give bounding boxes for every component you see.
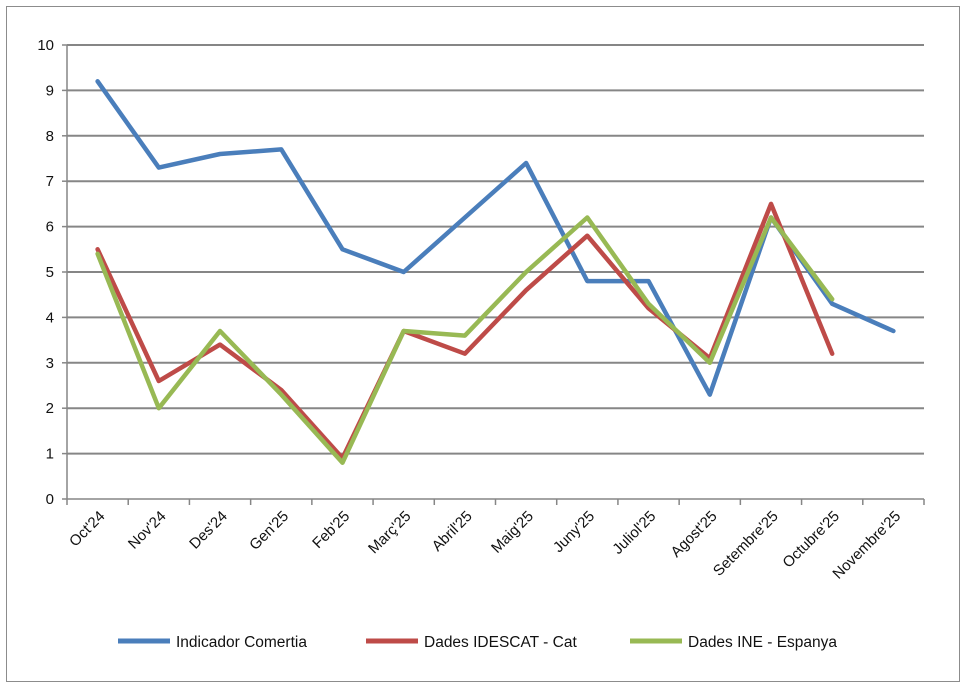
y-tick-label: 5 (46, 264, 54, 281)
y-tick-label: 9 (46, 82, 54, 99)
legend-label: Dades INE - Espanya (688, 634, 837, 651)
y-tick-label: 6 (46, 219, 54, 236)
y-tick-label: 8 (46, 128, 54, 145)
x-tick-label: Juny'25 (550, 508, 598, 556)
y-axis-ticks: 0 1 2 3 4 5 6 7 8 9 10 (37, 37, 67, 508)
x-axis-ticks: Oct'24 Nov'24 Des'24 Gen'25 Feb'25 Març'25 Abr… (66, 499, 925, 583)
x-tick-label: Agost'25 (668, 508, 721, 561)
x-tick-label: Abril'25 (429, 508, 476, 555)
x-tick-label: Gen'25 (246, 508, 292, 554)
legend-label: Indicador Comertia (176, 634, 307, 651)
series-line-3 (95, 215, 835, 465)
y-tick-label: 7 (46, 173, 54, 190)
x-tick-label: Des'24 (186, 508, 231, 553)
y-tick-label: 2 (46, 400, 54, 417)
x-tick-label: Oct'24 (66, 508, 108, 550)
x-tick-label: Octubre'25 (779, 508, 843, 572)
x-tick-label: Nov'24 (125, 508, 170, 553)
chart-frame (6, 6, 960, 682)
x-tick-label: Març'25 (365, 508, 414, 557)
y-tick-label: 1 (46, 446, 54, 463)
x-tick-label: Feb'25 (309, 508, 353, 552)
y-tick-label: 3 (46, 355, 54, 372)
series-lines (95, 79, 896, 465)
legend: Indicador Comertia Dades IDESCAT - Cat Dad… (118, 634, 837, 651)
y-tick-label: 0 (46, 491, 54, 508)
x-tick-label: Maig'25 (488, 508, 537, 557)
x-tick-label: Setembre'25 (710, 508, 782, 580)
legend-label: Dades IDESCAT - Cat (424, 634, 577, 651)
y-tick-label: 4 (46, 309, 54, 326)
x-tick-label: Juliol'25 (609, 508, 659, 558)
y-tick-label: 10 (37, 37, 54, 54)
